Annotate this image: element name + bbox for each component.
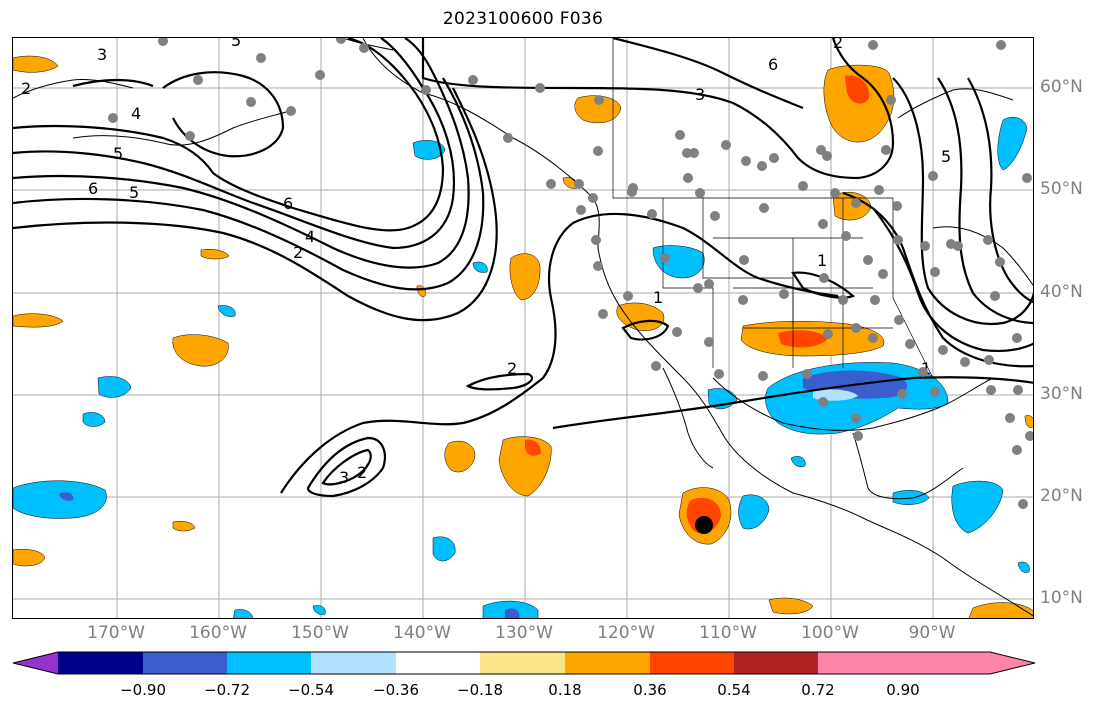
longitude-label: 110°W <box>699 623 757 643</box>
colorbar-tick-label: −0.90 <box>120 681 166 699</box>
longitude-label: 150°W <box>291 623 349 643</box>
height-contours <box>13 38 1033 498</box>
map-canvas: 2 4 5 6 5 3 5 6 4 2 2 3 2 1 1 1 6 5 3 2 <box>13 38 1033 618</box>
longitude-label: 90°W <box>908 623 956 643</box>
latitude-label: 40°N <box>1040 282 1083 302</box>
contour-label: 4 <box>131 104 141 123</box>
colorbar-extend-low <box>13 652 58 674</box>
colorbar-tick-label: −0.36 <box>373 681 419 699</box>
contour-label: 2 <box>21 79 31 98</box>
contour-label: 2 <box>293 243 303 262</box>
latitude-label: 30°N <box>1040 384 1083 404</box>
contour-label: 3 <box>339 468 349 487</box>
colorbar-tick-label: −0.18 <box>457 681 503 699</box>
station-dots <box>108 38 1033 509</box>
positive-anomaly-areas <box>13 55 1033 618</box>
map-panel: 2 4 5 6 5 3 5 6 4 2 2 3 2 1 1 1 6 5 3 2 <box>12 37 1034 619</box>
colorbar-tick-label: −0.54 <box>288 681 334 699</box>
contour-label: 5 <box>231 38 241 50</box>
colorbar <box>12 651 1036 675</box>
contour-label: 6 <box>88 179 98 198</box>
colorbar-segment <box>565 652 650 674</box>
longitude-label: 100°W <box>801 623 859 643</box>
colorbar-segment <box>143 652 227 674</box>
latitude-label: 50°N <box>1040 179 1083 199</box>
colorbar-segments <box>13 652 1035 674</box>
latitude-label: 10°N <box>1040 588 1083 608</box>
colorbar-segment <box>58 652 143 674</box>
contour-label: 2 <box>833 38 843 52</box>
contour-label: 3 <box>97 45 107 64</box>
longitude-label: 160°W <box>189 623 247 643</box>
contour-label: 4 <box>305 227 315 246</box>
longitude-label: 170°W <box>87 623 145 643</box>
colorbar-tick-label: −0.72 <box>204 681 250 699</box>
colorbar-segment <box>311 652 396 674</box>
contour-label: 5 <box>941 147 951 166</box>
colorbar-tick-label: 0.36 <box>633 681 667 699</box>
storm-marker <box>695 516 713 534</box>
colorbar-segment <box>227 652 311 674</box>
latitude-label: 20°N <box>1040 486 1083 506</box>
contour-label: 2 <box>507 359 517 378</box>
longitude-label: 130°W <box>495 623 553 643</box>
contour-label: 1 <box>817 251 827 270</box>
latitude-label: 60°N <box>1040 77 1083 97</box>
contour-label: 5 <box>129 183 139 202</box>
longitude-label: 140°W <box>393 623 451 643</box>
map-title: 2023100600 F036 <box>442 9 604 29</box>
colorbar-segment <box>818 652 990 674</box>
contour-label: 2 <box>357 463 367 482</box>
colorbar-tick-label: 0.90 <box>886 681 920 699</box>
colorbar-segment <box>650 652 734 674</box>
contour-label: 6 <box>768 55 778 74</box>
longitude-label: 120°W <box>597 623 655 643</box>
colorbar-segment <box>396 652 480 674</box>
contour-label: 5 <box>113 144 123 163</box>
contour-label: 3 <box>695 85 705 104</box>
contour-labels: 2 4 5 6 5 3 5 6 4 2 2 3 2 1 1 1 6 5 3 2 <box>21 38 951 487</box>
colorbar-segment <box>734 652 818 674</box>
contour-label: 6 <box>283 194 293 213</box>
colorbar-extend-high <box>990 652 1035 674</box>
contour-label: 1 <box>653 288 663 307</box>
colorbar-segment <box>480 652 565 674</box>
colorbar-tick-label: 0.18 <box>548 681 582 699</box>
colorbar-tick-label: 0.54 <box>717 681 751 699</box>
colorbar-tick-label: 0.72 <box>801 681 835 699</box>
